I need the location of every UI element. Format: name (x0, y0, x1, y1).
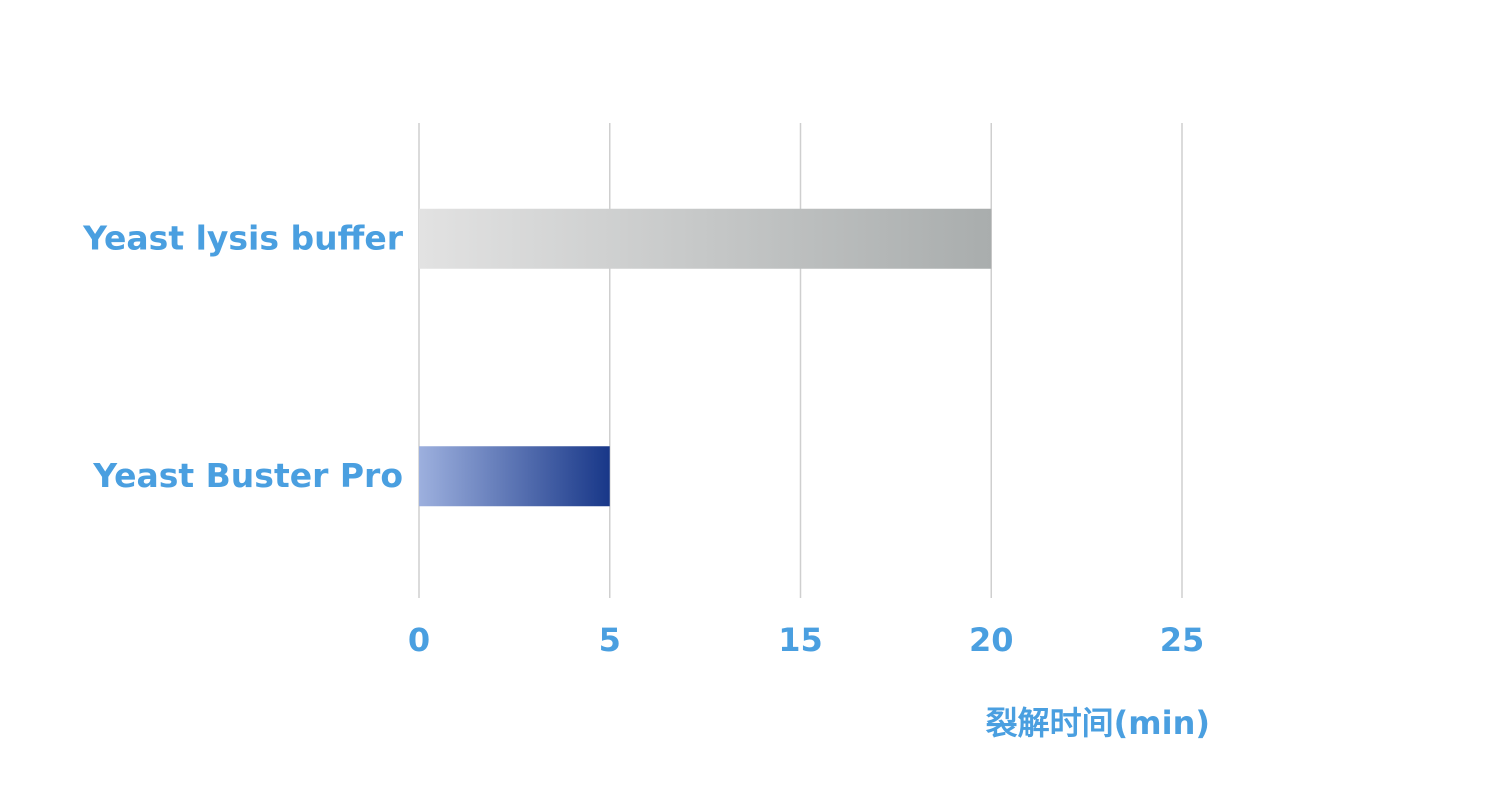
y-tick-label: Yeast lysis buffer (82, 218, 404, 257)
x-axis-title: 裂解时间(min) (986, 704, 1210, 742)
x-tick-label: 5 (599, 621, 621, 659)
x-tick-label: 15 (778, 621, 823, 659)
bar (419, 446, 610, 507)
x-tick-label: 0 (408, 621, 430, 659)
bar (419, 208, 992, 269)
x-tick-label: 20 (969, 621, 1014, 659)
y-tick-label: Yeast Buster Pro (92, 456, 403, 495)
x-tick-label: 25 (1160, 621, 1205, 659)
